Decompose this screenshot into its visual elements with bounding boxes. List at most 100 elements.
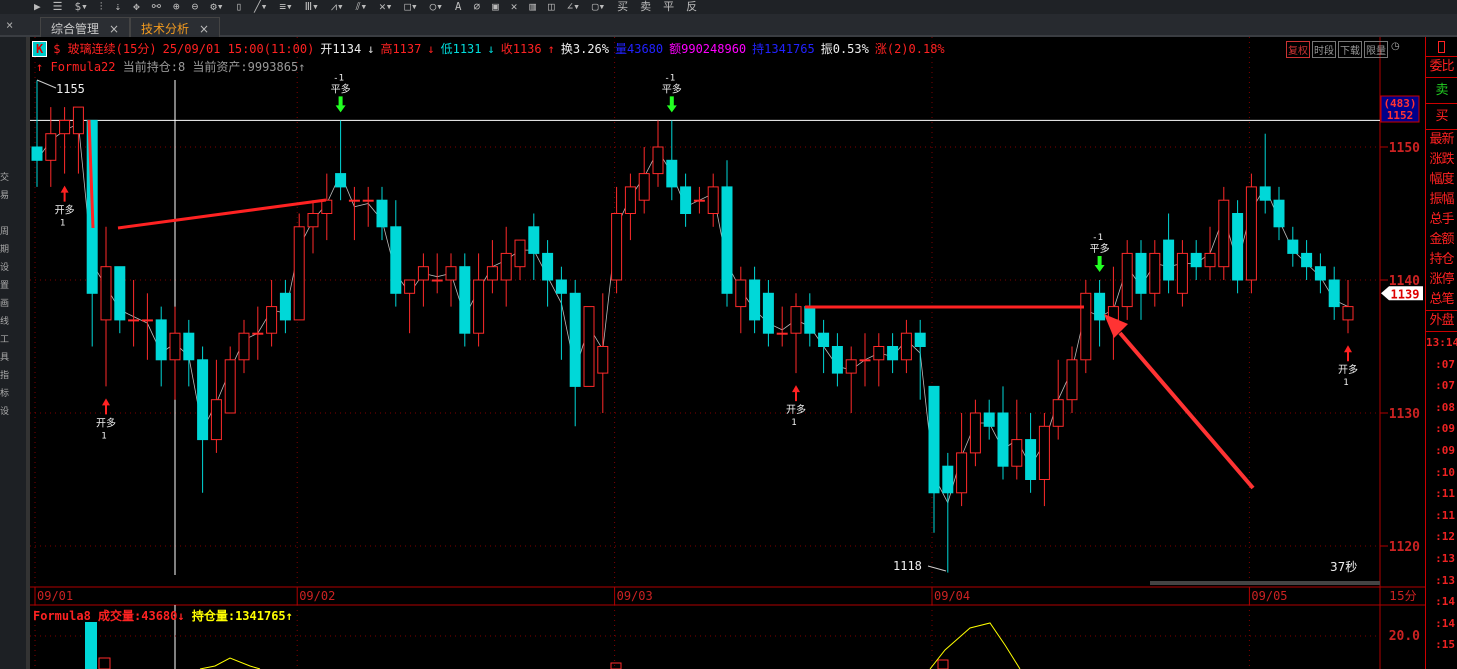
arrow-up-icon: ↑ [547, 41, 555, 56]
buy-signal-arrow-icon [1344, 345, 1352, 362]
candle-body [1038, 425, 1050, 480]
gear-icon[interactable]: ⚙▾ [210, 0, 224, 13]
arrow-up-icon: ↑ [36, 60, 44, 74]
adjust-button[interactable]: 复权 [1286, 41, 1310, 58]
y-tick-label: 1130 [1389, 407, 1420, 422]
candle-body [693, 199, 705, 202]
circle-tool-icon[interactable]: ○▾ [429, 0, 443, 13]
change-value: 涨(2)0.18% [874, 42, 945, 56]
alarm-icon[interactable]: ◫ [548, 0, 555, 13]
bars-tool-icon[interactable]: Ⅲ▾ [304, 0, 319, 13]
save-icon[interactable]: ▣ [492, 0, 499, 13]
fib-tool-icon[interactable]: ≡▾ [279, 0, 293, 13]
tab-label: 技术分析 [141, 22, 190, 36]
x-tick-label: 09/05 [1251, 589, 1287, 603]
candle-body [818, 332, 830, 348]
delete-icon[interactable]: ✕ [510, 0, 518, 13]
reference-count: (483) [1383, 97, 1416, 110]
indicator-icon[interactable]: ⫶ [99, 0, 103, 13]
amount-value: 额990248960 [669, 42, 747, 56]
chart-option-buttons: 复权 时段 下载 限量 ◷ [1286, 41, 1401, 58]
sub-y-tick-label: 20.0 [1389, 629, 1420, 644]
clip-icon[interactable]: ⌀ [473, 0, 481, 13]
right-quote-panel: 委比卖买最新 涨跌 幅度 振幅 总手 金额 持仓 涨停 总笔 外盘 13:14:07:07:08:0… [1425, 37, 1457, 669]
close-tab-icon[interactable]: × [109, 22, 120, 36]
play-icon[interactable]: ▶ [34, 0, 41, 13]
candle-body [997, 412, 1009, 467]
candle-body [1301, 252, 1313, 268]
side-strip-char: 画 [0, 299, 10, 309]
text-tool-icon[interactable]: A [454, 0, 462, 13]
candle-body [1094, 292, 1106, 321]
x-tick-label: 09/01 [37, 589, 73, 603]
candle-body [266, 306, 278, 334]
candle-body [721, 186, 733, 294]
panel-toggle-icon[interactable] [1438, 41, 1445, 53]
reverse-button[interactable]: 反 [686, 0, 698, 13]
candle-body [362, 199, 374, 202]
close-tab-icon[interactable]: × [199, 22, 210, 36]
horizontal-scrollbar[interactable] [1150, 581, 1380, 585]
box-tool-icon[interactable]: ▢▾ [591, 0, 606, 13]
left-side-strip: 交易周期设置画线工具指标设 [0, 37, 30, 669]
candle-body [624, 186, 636, 214]
tick-time: :13 [1435, 551, 1455, 565]
y-tick-label: 1120 [1389, 540, 1420, 555]
tick-time: :09 [1435, 422, 1455, 436]
candle-body [59, 119, 71, 135]
session-button[interactable]: 时段 [1312, 41, 1336, 58]
x-tick-label: 09/03 [617, 589, 653, 603]
sell-signal-arrow-icon [666, 96, 677, 113]
tab-technical-analysis[interactable]: 技术分析 × [130, 17, 221, 37]
rect-tool-icon[interactable]: □▾ [404, 0, 418, 13]
signal-label: 平多 [662, 82, 682, 95]
volume-label: 成交量:43680 [98, 609, 178, 623]
cross-tool-icon[interactable]: ✕▾ [379, 0, 393, 13]
limit-button[interactable]: 限量 [1364, 41, 1388, 58]
signal-label: 平多 [331, 82, 351, 95]
panel-toggle[interactable] [1426, 37, 1457, 57]
candle-body [555, 279, 567, 294]
move-icon[interactable]: ✥ [133, 0, 140, 13]
candle-body [1163, 239, 1175, 281]
download-button[interactable]: 下载 [1338, 41, 1362, 58]
volume-bar [937, 659, 949, 669]
candle-body [183, 332, 195, 361]
channel-tool-icon[interactable]: ⫽▾ [355, 0, 368, 13]
candle-body [238, 332, 250, 361]
side-strip-char: 具 [0, 353, 10, 363]
zoom-in-icon[interactable]: ⊕ [172, 0, 180, 13]
sort-icon[interactable]: ⇣ [114, 0, 122, 13]
line-tool-icon[interactable]: ╱▾ [254, 0, 268, 13]
fan-tool-icon[interactable]: ⩘▾ [330, 0, 344, 13]
dollar-icon[interactable]: $▾ [74, 0, 88, 13]
candle-body [500, 252, 512, 281]
formula-name: Formula22 [50, 60, 116, 74]
list-icon[interactable]: ☰ [52, 0, 63, 13]
side-strip-char: 标 [0, 389, 10, 399]
tick-time: :07 [1435, 379, 1455, 393]
sell-button[interactable]: 卖 [640, 0, 652, 13]
hide-icon[interactable]: ▥ [529, 0, 537, 13]
candle-body [1066, 359, 1078, 401]
link-icon[interactable]: ⚯ [151, 0, 161, 13]
candle-body [141, 319, 153, 322]
quote-info-bar: K $ 玻璃连续(15分) 25/09/01 15:00(11:00) 开113… [32, 40, 945, 57]
quote-field-label: 幅度 [1429, 172, 1454, 187]
quote-field-label: 振幅 [1429, 192, 1454, 207]
clock-icon[interactable]: ◷ [1391, 41, 1400, 52]
k-period-button[interactable]: K [32, 40, 48, 57]
signal-label: 开多 [55, 204, 75, 217]
candle-body [128, 319, 140, 322]
side-strip-char: 易 [0, 191, 10, 201]
side-strip-char: 置 [0, 281, 10, 291]
close-panel-icon[interactable]: × [6, 18, 14, 32]
tab-overview[interactable]: 综合管理 × [40, 17, 131, 37]
candle-body [983, 412, 995, 427]
zoom-out-icon[interactable]: ⊖ [191, 0, 199, 13]
buy-button[interactable]: 买 [617, 0, 629, 13]
lock-icon[interactable]: ▯ [235, 0, 243, 13]
close-position-button[interactable]: 平 [663, 0, 675, 13]
angle-tool-icon[interactable]: ∠▾ [566, 0, 580, 13]
